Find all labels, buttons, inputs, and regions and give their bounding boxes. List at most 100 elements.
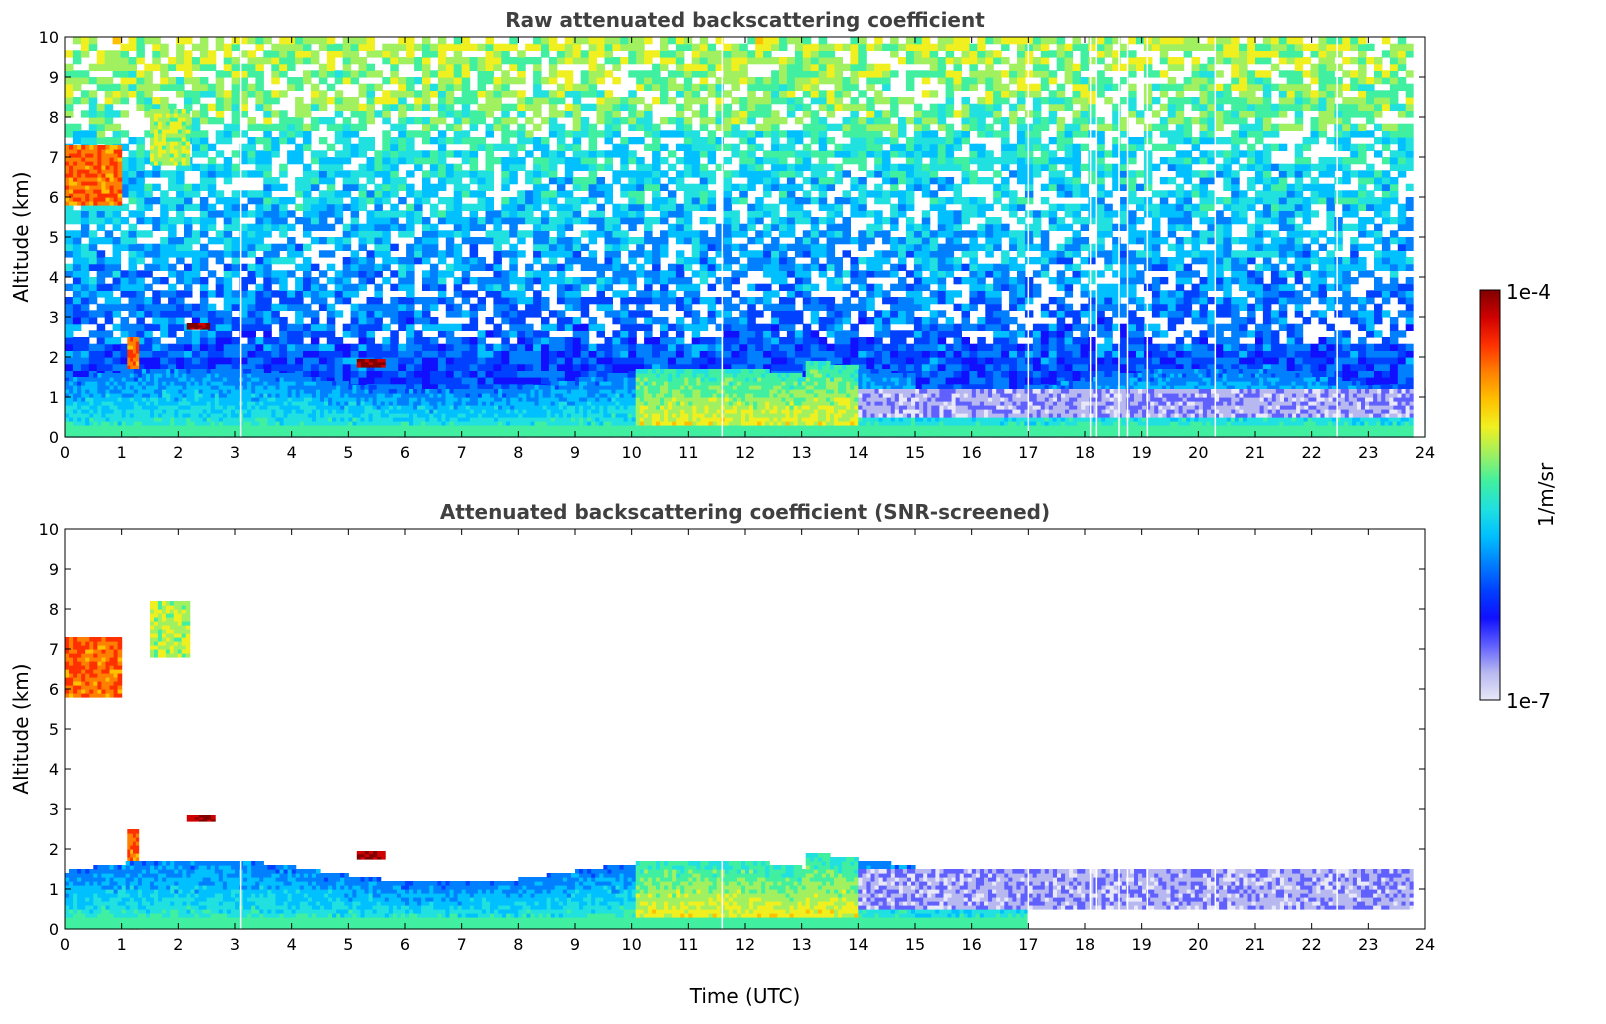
field-cell xyxy=(88,137,98,145)
field-cell xyxy=(652,270,661,278)
field-cell xyxy=(120,43,129,51)
field-cell xyxy=(477,63,486,71)
field-cell xyxy=(485,157,494,165)
field-cell xyxy=(406,310,415,318)
field-cell xyxy=(644,237,653,245)
field-cell xyxy=(834,77,843,85)
field-cell xyxy=(207,317,217,325)
field-cell xyxy=(739,183,748,191)
field-cell xyxy=(429,157,439,165)
field-cell xyxy=(691,257,701,265)
field-cell xyxy=(128,137,137,145)
field-cell xyxy=(453,110,463,118)
field-cell xyxy=(334,277,344,285)
field-cell xyxy=(818,50,828,58)
field-cell xyxy=(287,297,296,305)
field-cell xyxy=(398,197,407,205)
field-cell xyxy=(739,310,748,318)
field-cell xyxy=(779,130,788,138)
field-cell xyxy=(318,70,328,78)
field-cell xyxy=(786,77,796,85)
field-cell xyxy=(279,203,288,211)
field-cell xyxy=(255,230,264,238)
field-cell xyxy=(437,157,447,165)
field-cell xyxy=(263,310,272,318)
field-cell xyxy=(755,330,764,338)
field-cell xyxy=(239,363,248,371)
field-cell xyxy=(644,83,653,91)
field-cell xyxy=(771,310,780,318)
field-cell xyxy=(176,237,185,245)
field-cell xyxy=(271,150,280,158)
field-cell xyxy=(548,237,558,245)
field-cell xyxy=(612,363,621,371)
field-cell xyxy=(763,190,772,198)
field-cell xyxy=(255,323,264,331)
field-cell xyxy=(675,250,685,258)
field-cell xyxy=(556,350,566,358)
field-cell xyxy=(699,97,709,105)
field-cell xyxy=(390,90,399,98)
field-cell xyxy=(366,270,375,278)
field-cell xyxy=(564,157,574,165)
field-cell xyxy=(303,197,312,205)
field-cell xyxy=(422,97,431,105)
field-cell xyxy=(739,263,748,271)
field-cell xyxy=(429,70,439,78)
field-cell xyxy=(414,217,423,225)
field-cell xyxy=(445,330,455,338)
field-cell xyxy=(279,90,288,98)
field-cell xyxy=(580,50,590,58)
field-cell xyxy=(763,330,772,338)
field-cell xyxy=(572,243,582,251)
field-cell xyxy=(215,350,225,358)
field-cell xyxy=(493,377,502,385)
field-cell xyxy=(683,70,693,78)
field-cell xyxy=(255,223,264,231)
field-cell xyxy=(858,163,867,171)
field-cell xyxy=(588,350,598,358)
field-cell xyxy=(588,357,598,365)
field-cell xyxy=(231,37,241,45)
field-cell xyxy=(255,270,264,278)
field-cell xyxy=(794,237,804,245)
field-cell xyxy=(572,130,582,138)
field-cell xyxy=(517,310,526,318)
field-cell xyxy=(691,337,701,345)
field-cell xyxy=(263,217,272,225)
field-cell xyxy=(80,317,90,325)
field-cell xyxy=(636,110,645,118)
field-cell xyxy=(755,350,764,358)
field-cell xyxy=(168,237,177,245)
field-cell xyxy=(826,230,836,238)
field-cell xyxy=(826,350,836,358)
field-cell xyxy=(263,330,272,338)
field-cell xyxy=(755,363,764,371)
field-cell xyxy=(445,363,455,371)
field-cell xyxy=(667,223,677,231)
field-cell xyxy=(779,117,788,125)
field-cell xyxy=(279,130,288,138)
field-cell xyxy=(644,270,653,278)
field-cell xyxy=(517,203,526,211)
field-cell xyxy=(731,217,740,225)
field-cell xyxy=(144,283,153,291)
field-cell xyxy=(358,337,367,345)
field-cell xyxy=(406,143,415,151)
field-cell xyxy=(747,37,756,45)
field-cell xyxy=(422,177,431,185)
field-cell xyxy=(350,350,360,358)
field-cell xyxy=(723,57,732,65)
field-cell xyxy=(739,157,748,165)
field-cell xyxy=(295,310,304,318)
field-cell xyxy=(596,303,605,311)
field-cell xyxy=(612,63,621,71)
field-cell xyxy=(890,343,899,351)
field-cell xyxy=(723,190,732,198)
field-cell xyxy=(184,303,193,311)
field-cell xyxy=(152,183,161,191)
field-cell xyxy=(422,70,431,78)
field-cell xyxy=(485,377,494,385)
field-cell xyxy=(723,303,732,311)
field-cell xyxy=(326,83,336,91)
